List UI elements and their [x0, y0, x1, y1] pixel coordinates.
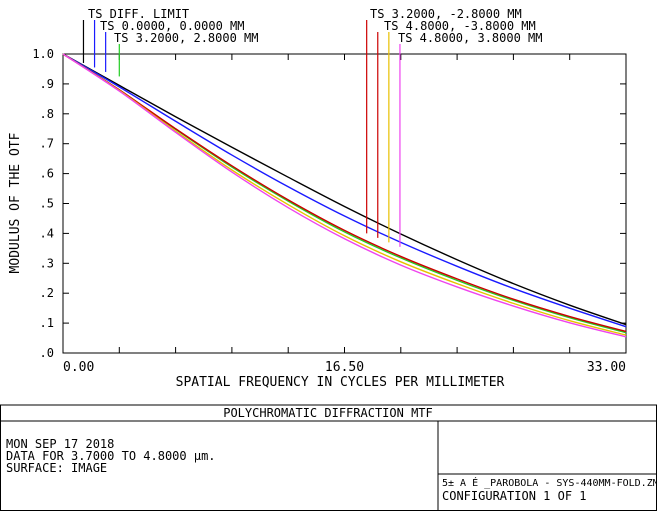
footer-date: MON SEP 17 2018 [6, 437, 114, 451]
series-line-4 [62, 53, 627, 336]
series-line-2 [62, 53, 627, 334]
y-tick-label: .5 [40, 197, 54, 211]
legend-left-0: TS DIFF. LIMIT [88, 7, 189, 21]
x-tick-label: 0.00 [63, 360, 94, 375]
x-tick-label: 33.00 [587, 360, 626, 375]
mtf-curves [62, 53, 627, 338]
series-line-0 [62, 53, 627, 326]
series-line-3 [62, 53, 627, 333]
footer-configuration: CONFIGURATION 1 OF 1 [442, 489, 587, 503]
y-tick-label: .8 [40, 107, 54, 121]
y-tick-label: 1.0 [32, 47, 54, 61]
footer-filename: 5± A É _PAROBOLA - SYS-440MM-FOLD.ZMX [442, 476, 657, 489]
footer-title: POLYCHROMATIC DIFFRACTION MTF [223, 406, 433, 420]
footer-wavelength: DATA FOR 3.7000 TO 4.8000 µm. [6, 449, 216, 463]
y-tick-label: .1 [40, 316, 54, 330]
y-axis-label: MODULUS OF THE OTF [8, 132, 23, 273]
series-line-5 [62, 53, 627, 338]
axis-ticks [62, 53, 627, 354]
y-tick-label: .2 [40, 286, 54, 300]
y-tick-label: .6 [40, 167, 54, 181]
x-axis-label: SPATIAL FREQUENCY IN CYCLES PER MILLIMET… [176, 375, 505, 390]
y-tick-label: .4 [40, 226, 54, 240]
y-tick-labels: .0 .1 .2 .3 .4 .5 .6 .7 .8 .9 1.0 [32, 47, 54, 360]
legend-right-1: TS 4.8000, -3.8000 MM [384, 19, 536, 33]
series-line-1 [62, 53, 627, 328]
legend-right-2: TS 4.8000, 3.8000 MM [398, 31, 543, 45]
legend-markers [82, 20, 401, 247]
x-tick-label: 16.50 [325, 360, 364, 375]
footer-surface: SURFACE: IMAGE [6, 461, 107, 475]
legend-right-0: TS 3.2000, -2.8000 MM [370, 7, 522, 21]
y-tick-label: .7 [40, 137, 54, 151]
legend-left-2: TS 3.2000, 2.8000 MM [114, 31, 259, 45]
y-tick-label: .9 [40, 77, 54, 91]
x-tick-labels: 0.00 16.50 33.00 [63, 360, 626, 375]
y-tick-label: .3 [40, 256, 54, 270]
y-tick-label: .0 [40, 346, 54, 360]
legend-left-1: TS 0.0000, 0.0000 MM [100, 19, 245, 33]
